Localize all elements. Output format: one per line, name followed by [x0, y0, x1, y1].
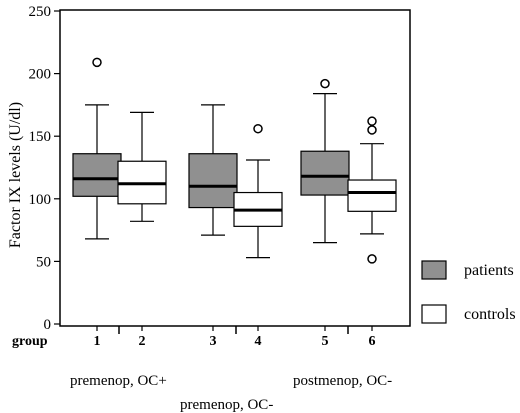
group-axis-label: group	[12, 334, 48, 349]
box-group-1	[72, 57, 122, 240]
y-tick-label: 50	[36, 254, 51, 270]
legend-label: controls	[464, 306, 516, 323]
y-tick-label: 100	[29, 192, 52, 208]
y-tick-label: 0	[44, 317, 52, 333]
outlier-point	[367, 116, 377, 126]
outlier-point	[92, 57, 102, 68]
group-number-label: 1	[94, 334, 101, 349]
legend-swatch-controls	[421, 304, 447, 324]
legend-swatch-patients	[421, 260, 447, 280]
box-controls	[347, 179, 397, 212]
y-tick-label: 200	[29, 67, 52, 83]
box-patients	[300, 150, 350, 196]
y-tick-label: 250	[29, 4, 52, 20]
box-patients	[188, 153, 238, 209]
legend: patients controls	[421, 260, 516, 324]
subgroup-label: premenop, OC+	[70, 373, 167, 389]
subgroup-label: premenop, OC-	[180, 397, 273, 413]
group-number-label: 2	[139, 334, 146, 349]
outlier-point	[320, 78, 330, 89]
y-axis: 0 50 100 150 200 250	[29, 4, 60, 333]
subgroup-labels: premenop, OC+ premenop, OC-postmenop, OC-	[70, 373, 392, 413]
box-group-2	[117, 111, 167, 222]
group-number-label: 5	[322, 334, 329, 349]
group-number-label: 3	[210, 334, 217, 349]
y-axis-label: Factor IX levels (U/dl)	[7, 102, 24, 248]
group-number-label: 6	[369, 334, 376, 349]
outlier-point	[367, 254, 377, 264]
outlier-point	[367, 125, 377, 135]
legend-label: patients	[464, 262, 514, 279]
y-tick-label: 150	[29, 129, 52, 145]
box-group-6	[347, 116, 397, 264]
outlier-point	[253, 123, 263, 134]
plot-frame	[59, 9, 411, 327]
box-patients	[72, 153, 122, 197]
group-axis: group 1 2 3 4 5 6	[12, 326, 376, 349]
subgroup-label: postmenop, OC-	[293, 373, 392, 389]
boxes	[72, 57, 397, 264]
box-group-5	[300, 78, 350, 244]
box-group-3	[188, 104, 238, 236]
group-number-label: 4	[255, 334, 262, 349]
box-group-4	[233, 123, 283, 259]
